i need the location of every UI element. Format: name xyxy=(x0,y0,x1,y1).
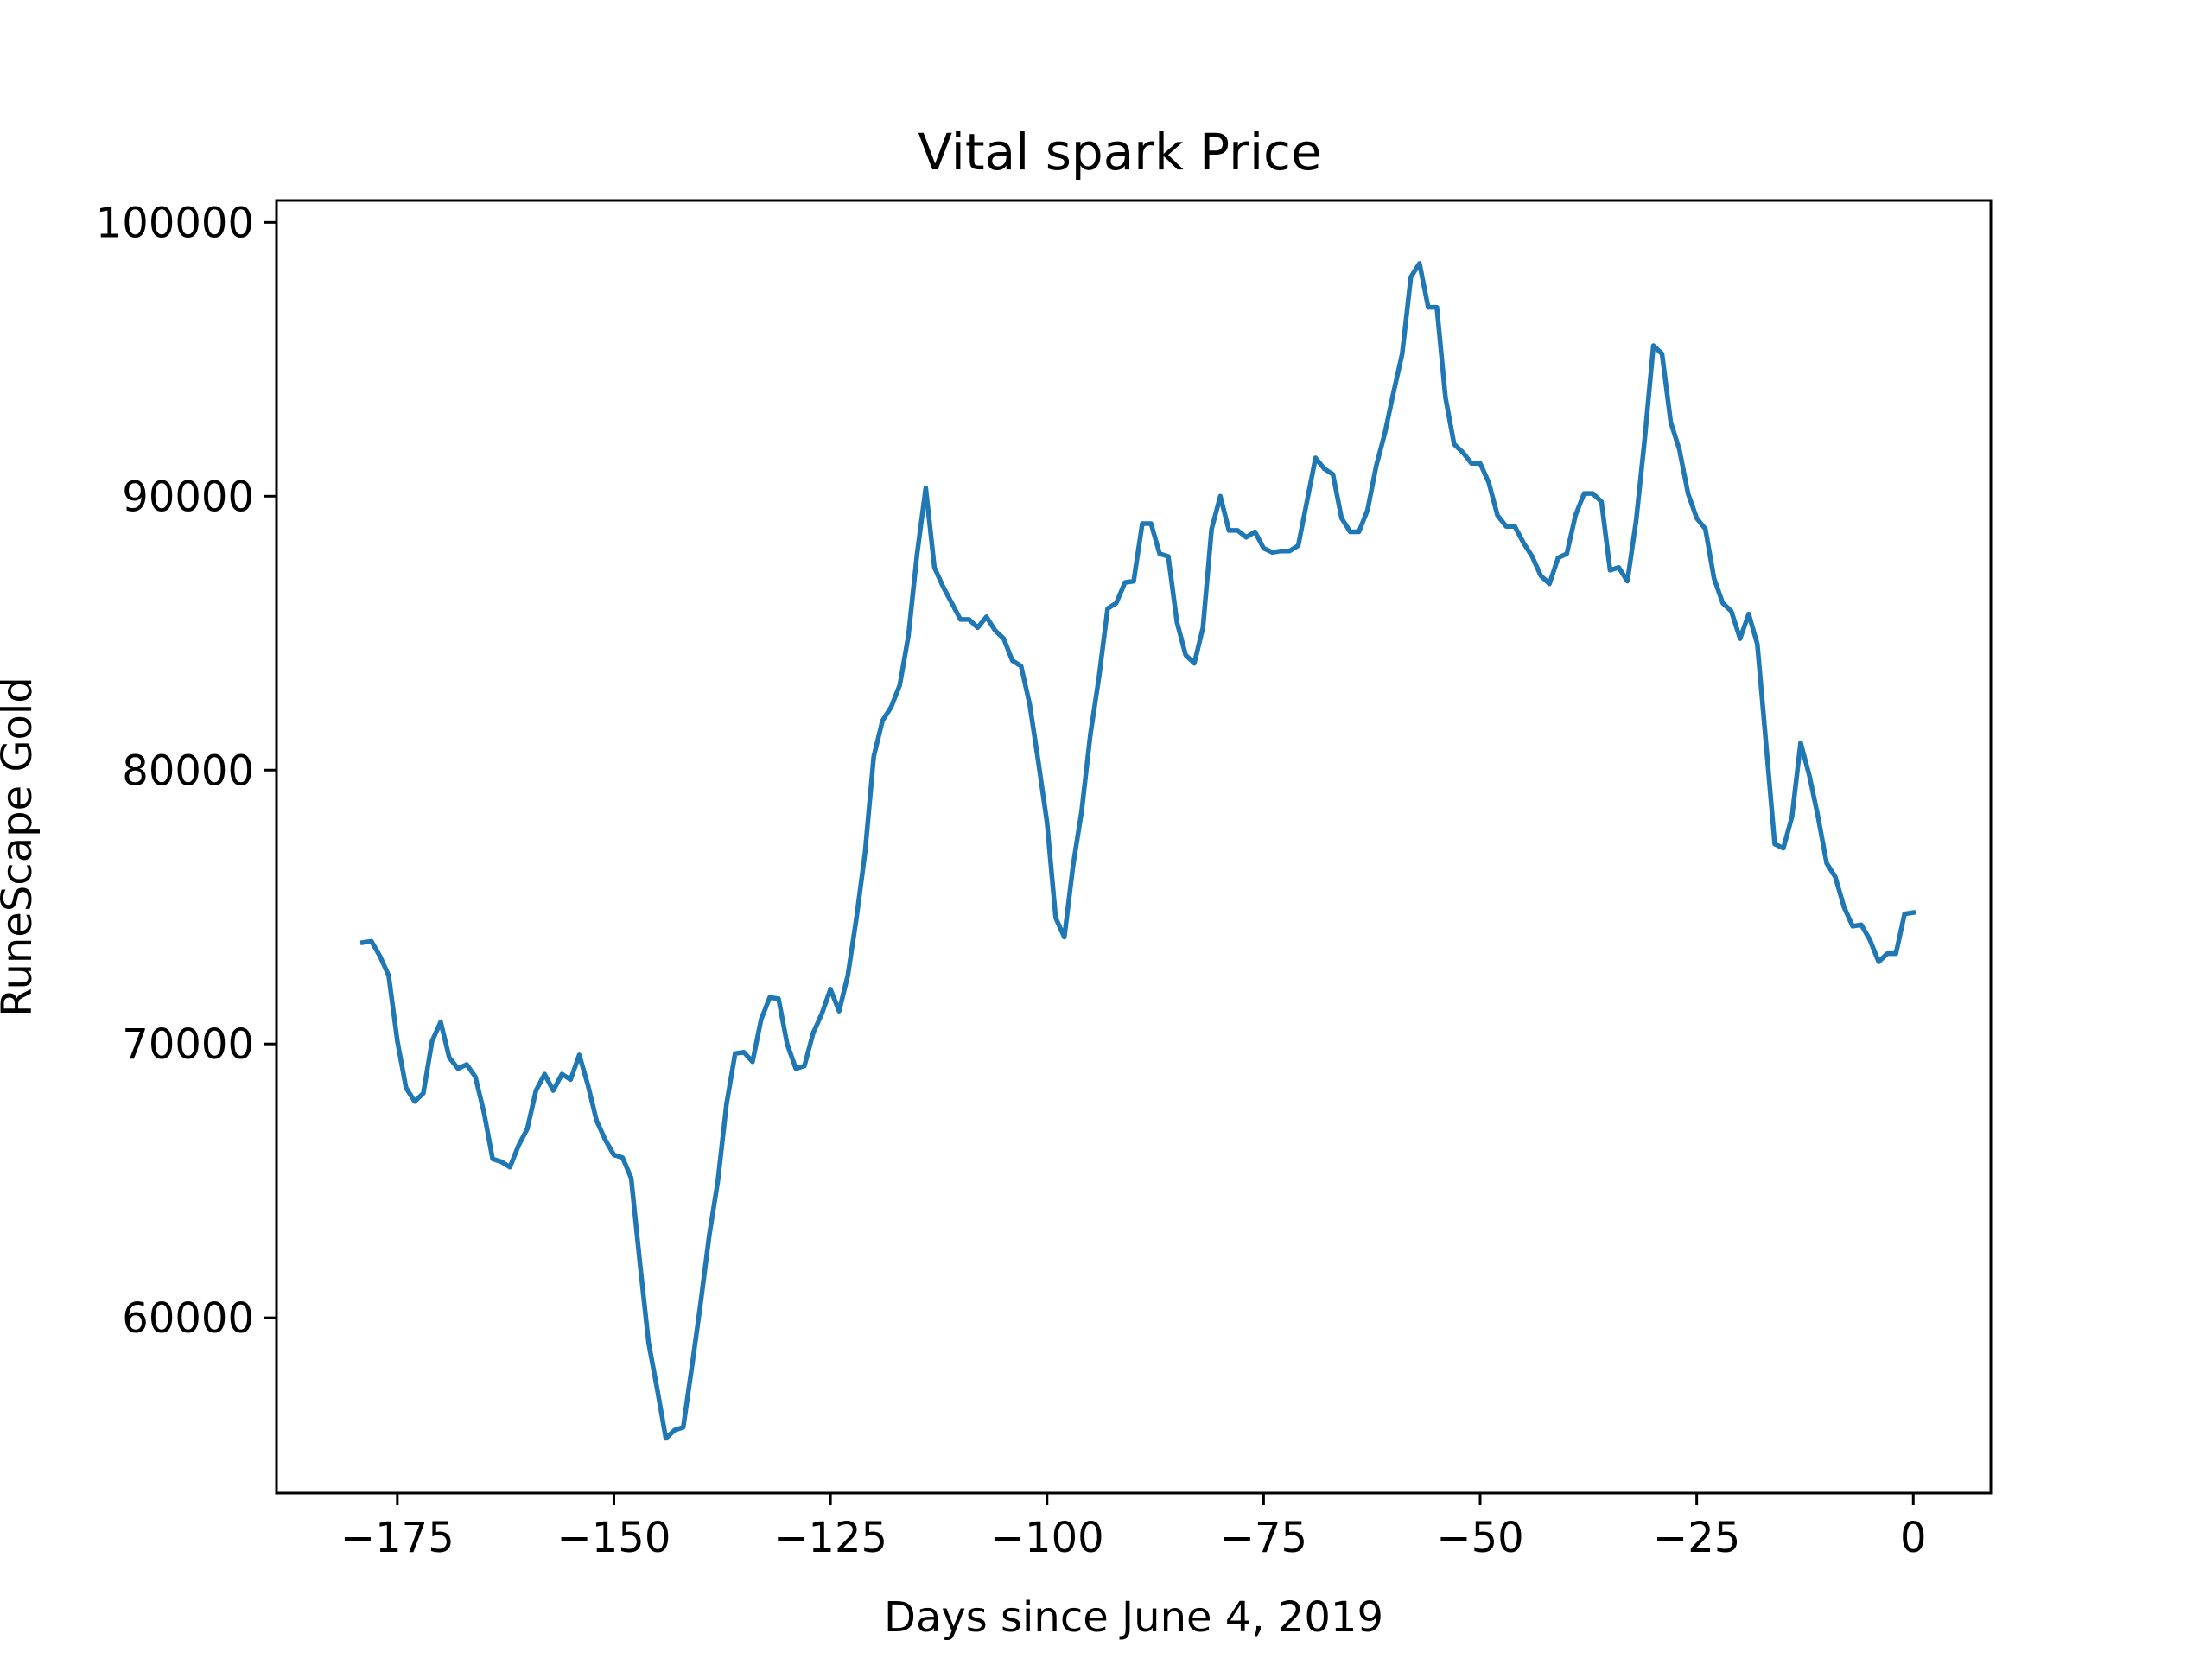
y-tick-label: 70000 xyxy=(122,1020,254,1069)
y-tick-label: 100000 xyxy=(96,199,254,247)
x-tick-label: −150 xyxy=(557,1514,671,1562)
plot-area xyxy=(359,261,1916,1441)
y-tick-label: 60000 xyxy=(122,1294,254,1343)
x-tick-label: −175 xyxy=(340,1514,454,1562)
x-tick-label: −75 xyxy=(1220,1514,1307,1562)
y-tick-label: 90000 xyxy=(122,473,254,521)
x-axis-label: Days since June 4, 2019 xyxy=(884,1593,1383,1642)
x-tick-label: 0 xyxy=(1900,1514,1927,1562)
y-axis: 60000 70000 80000 90000 100000 xyxy=(96,199,276,1343)
series-line-vital-spark xyxy=(359,261,1916,1441)
y-tick-label: 80000 xyxy=(122,747,254,795)
x-tick-label: −25 xyxy=(1653,1514,1740,1562)
x-axis: −175 −150 −125 −100 −75 −50 −25 0 xyxy=(340,1493,1927,1562)
chart-title: Vital spark Price xyxy=(918,123,1321,181)
plot-frame xyxy=(275,199,1993,1495)
x-tick-label: −50 xyxy=(1436,1514,1523,1562)
y-axis-label: RuneScape Gold xyxy=(0,677,41,1016)
x-tick-label: −125 xyxy=(773,1514,887,1562)
x-tick-label: −100 xyxy=(990,1514,1104,1562)
